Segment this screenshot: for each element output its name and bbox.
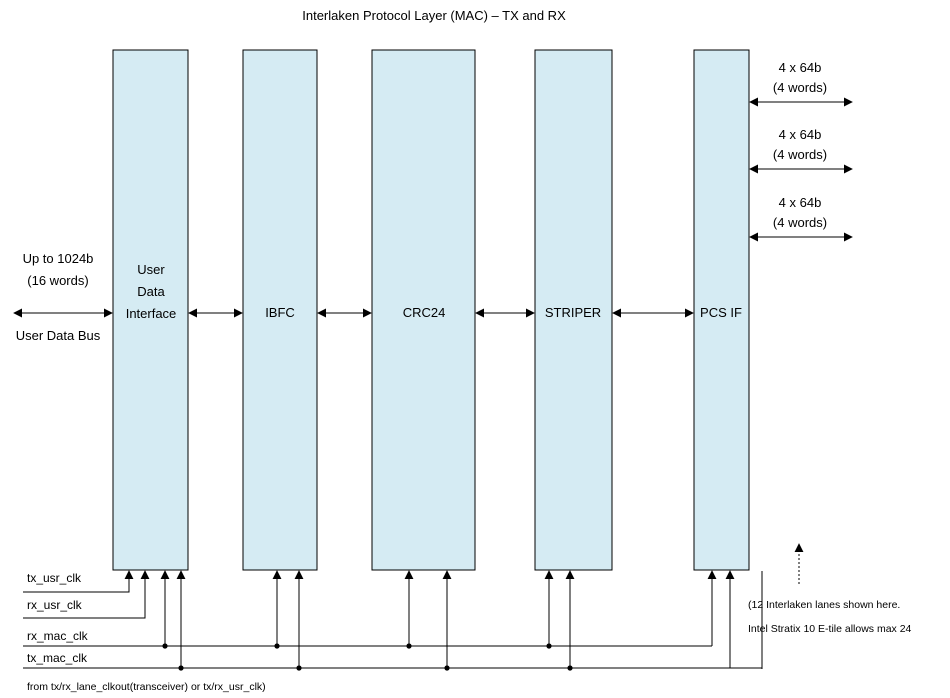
ibfc-label: IBFC (265, 305, 295, 320)
lanes-note-line-1: (12 Interlaken lanes shown here. (748, 599, 900, 611)
junction-dot (406, 643, 412, 649)
lane-2-words-label: (4 words) (773, 147, 827, 162)
clock-wires (23, 570, 763, 669)
lane-3-width-label: 4 x 64b (779, 195, 822, 210)
clock-source-note: from tx/rx_lane_clkout(transceiver) or t… (27, 681, 266, 693)
junction-dot (567, 665, 573, 671)
striper-label: STRIPER (545, 305, 601, 320)
pcs-if-block (693, 49, 750, 571)
junction-dot (444, 665, 450, 671)
junction-dot (178, 665, 184, 671)
tx-usr-clk-wire (23, 570, 134, 593)
junction-dot (546, 643, 552, 649)
junction-dot (296, 665, 302, 671)
lane-2-width-label: 4 x 64b (779, 127, 822, 142)
lanes-note-line-2: Intel Stratix 10 E-tile allows max 24 (748, 623, 912, 635)
striper-block (534, 49, 613, 571)
user-data-interface-block (112, 49, 189, 571)
junction-dots (162, 643, 573, 671)
user-bus-name-label: User Data Bus (16, 328, 101, 343)
lane-3-words-label: (4 words) (773, 215, 827, 230)
user-data-interface-label-1: User (137, 262, 165, 277)
tx-mac-clk-bus (23, 667, 763, 669)
crc24-label: CRC24 (403, 305, 446, 320)
user-bus-width-label: Up to 1024b (23, 251, 94, 266)
user-bus-words-label: (16 words) (27, 273, 88, 288)
diagram-title: Interlaken Protocol Layer (MAC) – TX and… (302, 8, 566, 23)
crc24-block (371, 49, 476, 571)
rx-usr-clk-wire (23, 570, 150, 619)
tx-usr-clk-label: tx_usr_clk (27, 571, 82, 585)
junction-dot (162, 643, 168, 649)
lane-1-width-label: 4 x 64b (779, 60, 822, 75)
junction-dot (274, 643, 280, 649)
rx-mac-clk-label: rx_mac_clk (27, 629, 89, 643)
user-data-interface-label-3: Interface (126, 306, 177, 321)
user-data-interface-label-2: Data (137, 284, 165, 299)
rx-usr-clk-label: rx_usr_clk (27, 598, 83, 612)
tx-mac-clk-label: tx_mac_clk (27, 651, 88, 665)
lane-1-words-label: (4 words) (773, 80, 827, 95)
ibfc-block (242, 49, 318, 571)
pcs-if-label: PCS IF (700, 305, 742, 320)
